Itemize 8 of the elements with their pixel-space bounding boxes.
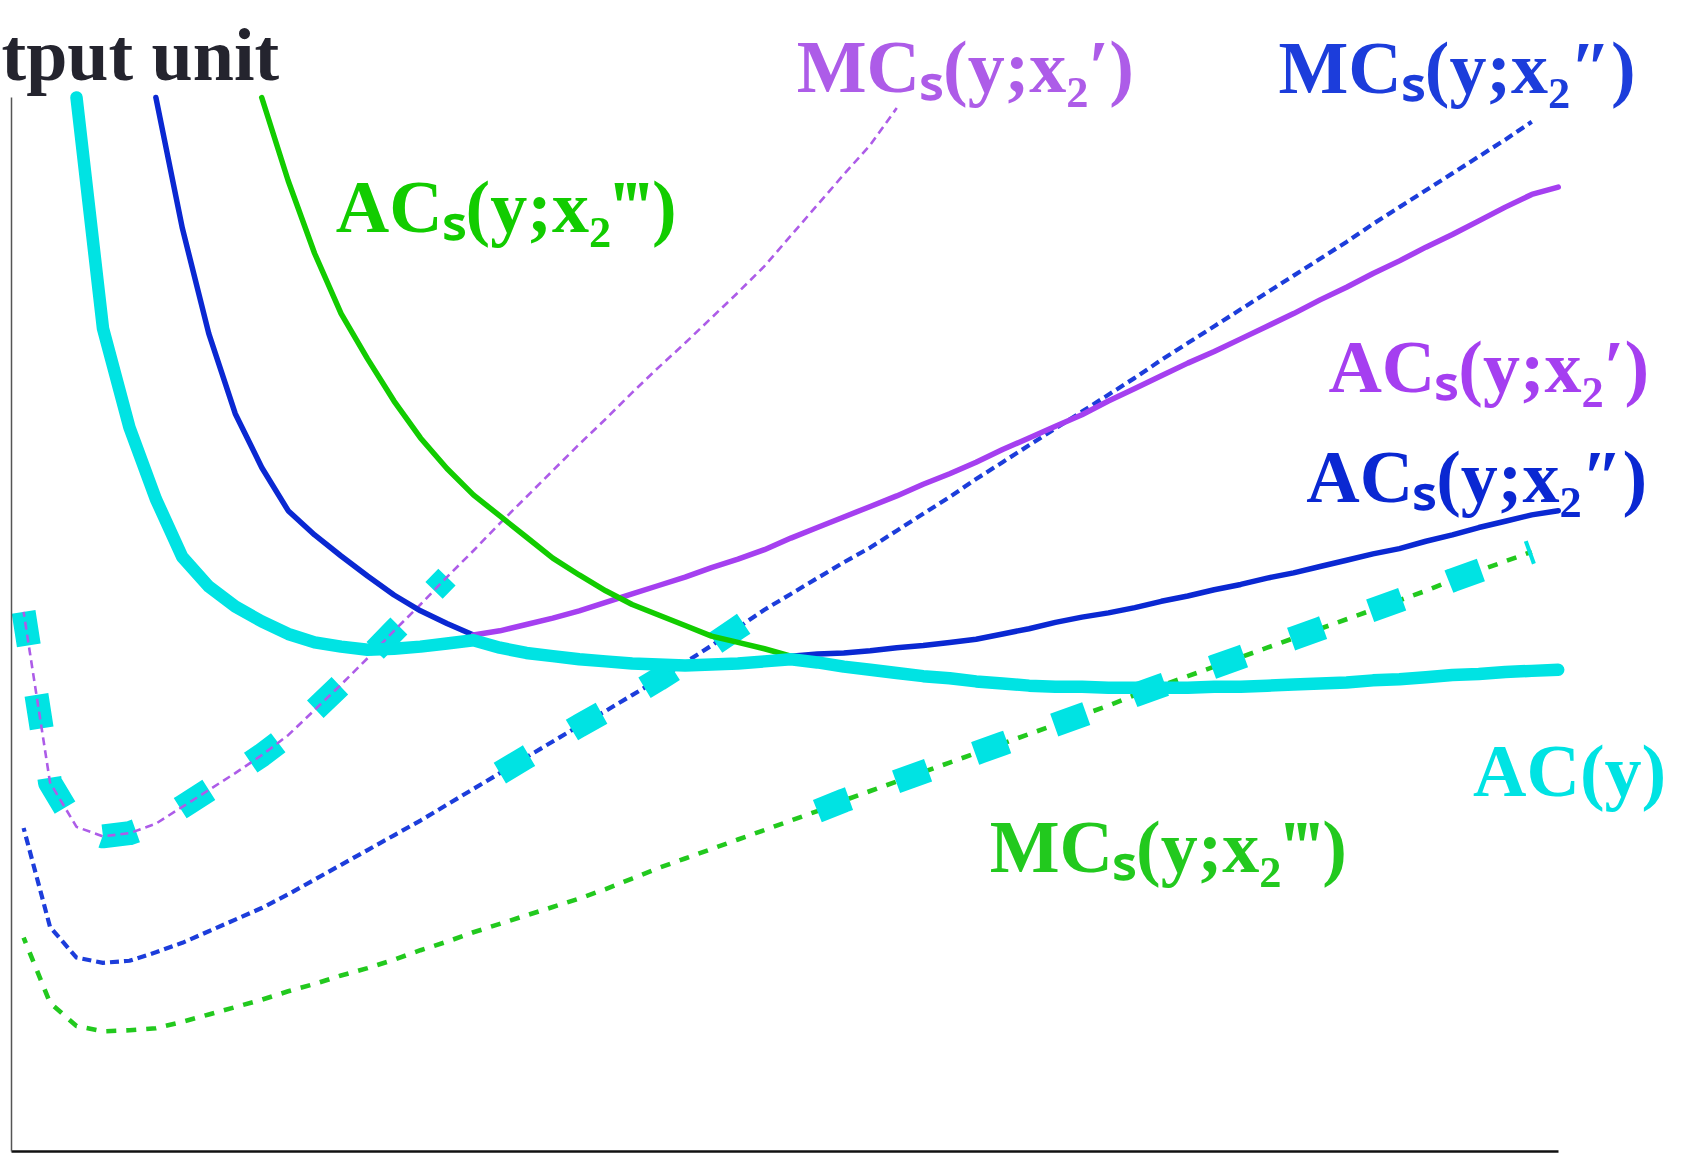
series-label: ACₛ(y;x₂‴) [335,165,677,248]
series-label: MCₛ(y;x₂′) [796,26,1134,109]
y-axis-title: tput unit [1,13,280,96]
series-label: ACₛ(y;x₂″) [1306,435,1648,518]
series-label: MCₛ(y;x₂‴) [989,805,1348,888]
series-label: MCₛ(y;x₂″) [1278,26,1636,109]
series-label: ACₛ(y;x₂′) [1328,326,1650,409]
series-label: AC(y) [1473,729,1667,812]
